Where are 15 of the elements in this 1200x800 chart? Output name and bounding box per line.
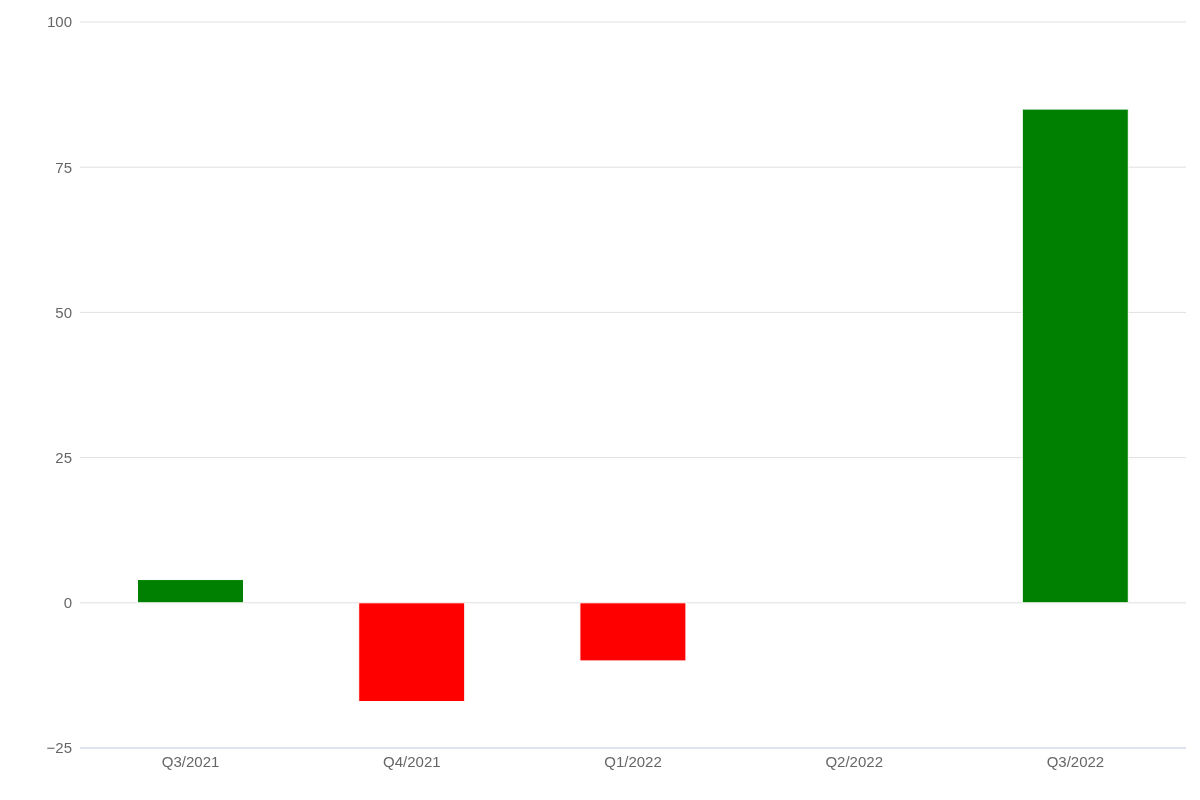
bar — [137, 579, 245, 604]
x-tick-label: Q3/2022 — [1046, 752, 1105, 770]
y-tick-label: 100 — [46, 13, 72, 31]
y-tick-label: 0 — [63, 594, 72, 612]
bar — [1021, 108, 1129, 604]
y-tick-label: 25 — [55, 448, 72, 466]
bar — [358, 602, 466, 703]
y-tick-label: −25 — [46, 739, 72, 757]
x-tick-label: Q2/2022 — [825, 752, 883, 770]
x-tick-label: Q1/2022 — [604, 752, 662, 770]
y-tick-label: 75 — [55, 158, 72, 176]
y-tick-label: 50 — [55, 303, 72, 321]
x-tick-label: Q4/2021 — [383, 752, 441, 770]
bar — [579, 602, 687, 662]
x-tick-label: Q3/2021 — [161, 752, 220, 770]
